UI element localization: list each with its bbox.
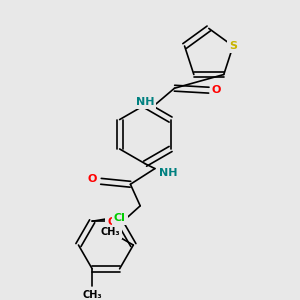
Text: CH₃: CH₃ <box>100 227 120 237</box>
Text: NH: NH <box>136 97 154 107</box>
Text: O: O <box>212 85 221 95</box>
Text: Cl: Cl <box>114 213 126 223</box>
Text: S: S <box>229 41 237 51</box>
Text: O: O <box>107 217 116 226</box>
Text: CH₃: CH₃ <box>82 290 102 300</box>
Text: O: O <box>88 174 97 184</box>
Text: NH: NH <box>159 167 178 178</box>
